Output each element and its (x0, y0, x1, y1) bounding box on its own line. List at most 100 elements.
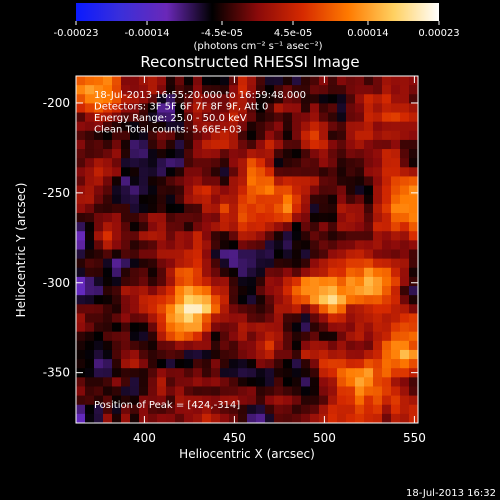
heatmap-cell (76, 295, 86, 305)
heatmap-cell (130, 222, 140, 232)
heatmap-cell (139, 331, 149, 342)
heatmap-cell (409, 322, 418, 333)
heatmap-cell (355, 176, 365, 187)
heatmap-cell (346, 331, 356, 342)
heatmap-cell (346, 377, 356, 388)
heatmap-cell (283, 395, 293, 406)
heatmap-cell (220, 286, 230, 296)
heatmap-cell (220, 322, 230, 333)
heatmap-cell (265, 286, 275, 296)
heatmap-cell (166, 349, 176, 360)
heatmap-cell (409, 76, 418, 86)
heatmap-cell (274, 404, 284, 415)
heatmap-cell (373, 349, 383, 360)
heatmap-cell (103, 212, 113, 223)
heatmap-cell (238, 76, 248, 86)
heatmap-cell (103, 121, 113, 132)
heatmap-cell (166, 158, 176, 168)
heatmap-cell (238, 103, 248, 114)
heatmap-cell (373, 167, 383, 178)
heatmap-cell (202, 103, 212, 114)
heatmap-cell (292, 295, 302, 305)
heatmap-cell (103, 185, 113, 196)
heatmap-cell (274, 304, 284, 315)
heatmap-cell (220, 349, 230, 360)
heatmap-cell (85, 240, 95, 251)
heatmap-cell (355, 413, 365, 423)
heatmap-cell (391, 340, 401, 351)
heatmap-cell (139, 222, 149, 232)
heatmap-cell (409, 395, 418, 406)
heatmap-cell (166, 240, 176, 251)
heatmap-cell (238, 304, 248, 315)
heatmap-cell (148, 386, 158, 397)
heatmap-cell (319, 76, 329, 86)
heatmap-cell (355, 85, 365, 95)
colorbar: -0.00023 -0.00014 -4.5e-05 4.5e-05 0.00014 0.… (54, 3, 460, 52)
heatmap-cell (355, 203, 365, 214)
heatmap-cell (211, 121, 221, 132)
heatmap-cell (94, 267, 104, 278)
heatmap-cell (157, 404, 167, 415)
heatmap-cell (355, 185, 365, 196)
heatmap-cell (211, 395, 221, 406)
heatmap-cell (382, 103, 392, 114)
heatmap-cell (256, 185, 266, 196)
heatmap-cell (310, 76, 320, 86)
heatmap-cell (319, 222, 329, 232)
heatmap-cell (211, 377, 221, 388)
heatmap-cell (121, 185, 131, 196)
heatmap-cell (103, 203, 113, 214)
heatmap-cell (94, 304, 104, 315)
heatmap-cell (184, 203, 194, 214)
heatmap-cell (346, 85, 356, 95)
heatmap-cell (121, 267, 131, 278)
heatmap-cell (157, 176, 167, 187)
heatmap-cell (148, 231, 158, 241)
heatmap-cell (337, 276, 347, 287)
heatmap-cell (355, 359, 365, 369)
heatmap-cell (355, 286, 365, 296)
heatmap-cell (229, 395, 239, 406)
heatmap-cell (184, 158, 194, 168)
heatmap-cell (166, 322, 176, 333)
heatmap-cell (319, 231, 329, 241)
heatmap-cell (400, 413, 410, 423)
heatmap-cell (238, 331, 248, 342)
heatmap-cell (202, 231, 212, 241)
heatmap-cell (364, 304, 374, 315)
heatmap-cell (76, 240, 86, 251)
heatmap-cell (112, 349, 122, 360)
heatmap-cell (391, 331, 401, 342)
heatmap-cell (328, 295, 338, 305)
heatmap-cell (193, 276, 203, 287)
heatmap-cell (391, 304, 401, 315)
heatmap-cell (139, 413, 149, 423)
heatmap-cell (112, 331, 122, 342)
heatmap-cell (175, 249, 185, 260)
heatmap-cell (310, 85, 320, 95)
heatmap-cell (166, 395, 176, 406)
heatmap-cell (247, 304, 257, 315)
heatmap-cell (220, 231, 230, 241)
heatmap-cell (166, 377, 176, 388)
heatmap-cell (238, 258, 248, 269)
heatmap-cell (355, 349, 365, 360)
heatmap-cell (157, 267, 167, 278)
heatmap-cell (382, 286, 392, 296)
heatmap-cell (112, 139, 122, 150)
heatmap-cell (76, 331, 86, 342)
heatmap-cell (139, 322, 149, 333)
heatmap-cell (211, 139, 221, 150)
heatmap-cell (328, 167, 338, 178)
heatmap-cell (346, 368, 356, 378)
heatmap-cell (292, 349, 302, 360)
heatmap-cell (184, 249, 194, 260)
heatmap-cell (157, 304, 167, 315)
heatmap-cell (283, 267, 293, 278)
heatmap-cell (337, 167, 347, 178)
heatmap-cell (148, 121, 158, 132)
heatmap-cell (139, 295, 149, 305)
heatmap-cell (94, 258, 104, 269)
heatmap-cell (157, 395, 167, 406)
